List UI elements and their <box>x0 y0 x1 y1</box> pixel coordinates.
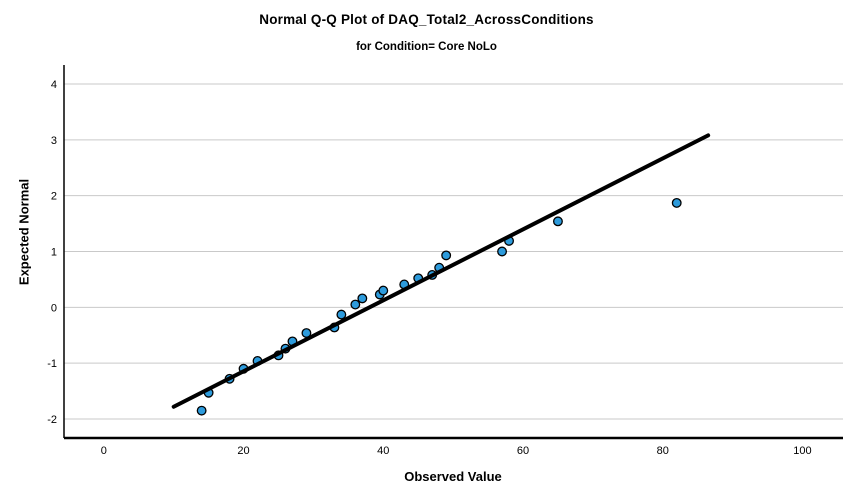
data-point <box>671 197 682 208</box>
data-point <box>497 246 508 257</box>
y-tick-label: -2 <box>47 414 57 426</box>
data-point <box>350 299 361 310</box>
x-tick-label: 20 <box>237 445 249 457</box>
chart-title: Normal Q-Q Plot of DAQ_Total2_AcrossCond… <box>259 12 594 27</box>
chart-subtitle: for Condition= Core NoLo <box>356 41 497 53</box>
y-tick-label: 1 <box>51 247 57 259</box>
y-tick-label: 0 <box>51 302 57 314</box>
data-point <box>378 285 389 296</box>
x-tick-label: 0 <box>101 445 107 457</box>
x-axis-label: Observed Value <box>404 469 502 484</box>
x-tick-label: 40 <box>377 445 389 457</box>
x-tick-label: 100 <box>793 445 811 457</box>
data-point <box>336 309 347 320</box>
data-point <box>441 250 452 261</box>
x-tick-label: 80 <box>657 445 669 457</box>
y-tick-label: 2 <box>51 191 57 203</box>
x-tick-label: 60 <box>517 445 529 457</box>
data-point <box>196 405 207 416</box>
data-point <box>552 216 563 227</box>
y-tick-label: 4 <box>51 79 57 91</box>
y-tick-label: -1 <box>47 358 57 370</box>
qq-reference-line <box>171 133 711 409</box>
y-tick-label: 3 <box>51 135 57 147</box>
data-point <box>357 293 368 304</box>
